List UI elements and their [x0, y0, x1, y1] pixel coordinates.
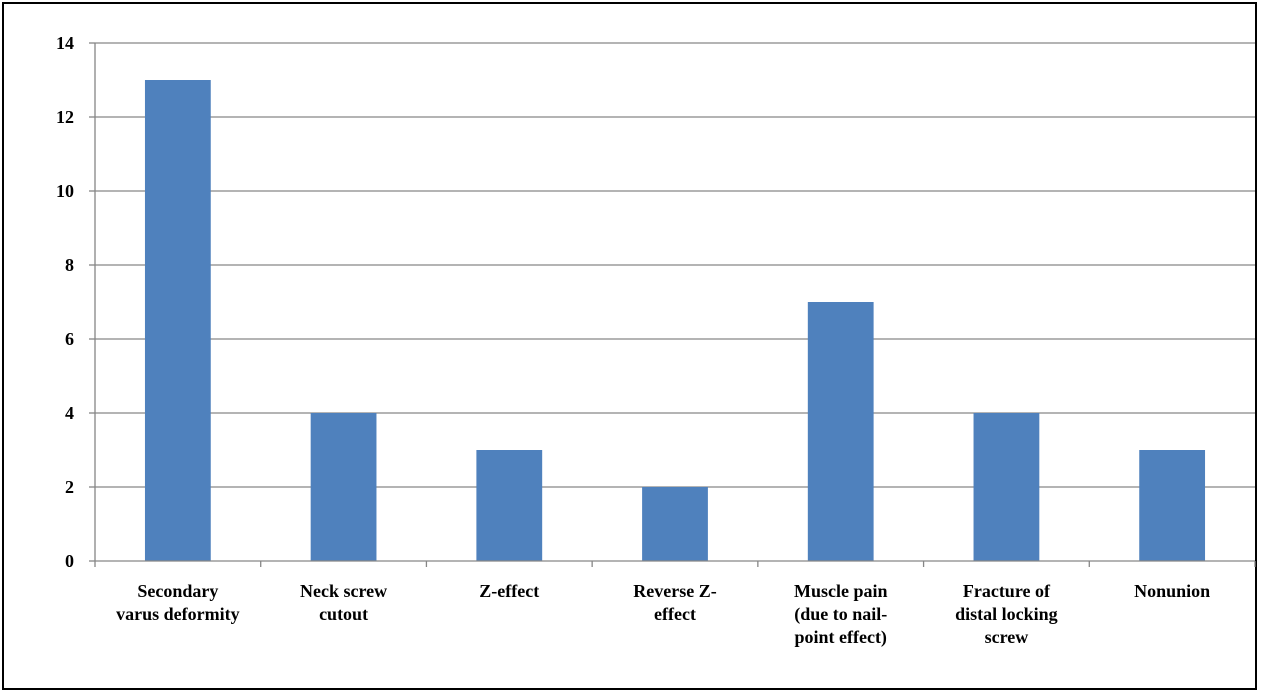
y-tick-label: 10	[56, 181, 74, 201]
bar	[807, 302, 874, 561]
x-category-label-line: Muscle pain	[794, 581, 888, 601]
x-category-label-line: Reverse Z-	[633, 581, 716, 601]
bar	[310, 413, 377, 561]
x-category-label-line: cutout	[319, 604, 368, 624]
y-tick-label: 8	[65, 255, 74, 275]
labels: 0 2 4 6 8 10 12 14 Secondary varus deformity Neck …	[56, 33, 1210, 648]
y-tick-label: 6	[65, 329, 74, 349]
x-category-label: Secondary varus deformity	[116, 581, 239, 624]
x-category-label-line: Nonunion	[1134, 581, 1210, 601]
x-category-label: Muscle pain (due to nail-point effect)	[794, 581, 888, 648]
bar	[973, 413, 1040, 561]
gridlines	[95, 42, 1255, 488]
y-tick-label: 4	[65, 403, 74, 423]
bar	[1139, 450, 1206, 561]
x-category-label: Neck screw cutout	[300, 581, 387, 624]
x-category-label: Reverse Z-effect	[633, 581, 716, 624]
x-category-label-line: point effect)	[794, 627, 886, 648]
x-category-label: Fracture of distal locking screw	[955, 581, 1058, 647]
y-tick-label: 12	[56, 107, 74, 127]
bar	[476, 450, 543, 561]
bar	[144, 80, 211, 561]
x-category-label-line: screw	[985, 627, 1029, 647]
bars	[144, 80, 1206, 561]
x-category-label-line: Fracture of	[963, 581, 1051, 601]
y-tick-label: 14	[56, 33, 74, 53]
x-category-label-line: Secondary	[137, 581, 218, 601]
y-tick-label: 2	[65, 477, 74, 497]
bar	[642, 487, 708, 561]
axes	[89, 42, 1256, 567]
x-category-label-line: effect	[654, 604, 696, 624]
y-tick-label: 0	[65, 551, 74, 571]
x-category-label-line: Z-effect	[479, 581, 539, 601]
x-category-label-line: distal locking	[955, 604, 1058, 624]
x-category-label-line: varus deformity	[116, 604, 239, 624]
x-category-label: Z-effect	[479, 581, 539, 601]
x-category-label: Nonunion	[1134, 581, 1210, 601]
x-category-label-line: Neck screw	[300, 581, 387, 601]
x-category-label-line: (due to nail-	[794, 604, 887, 625]
